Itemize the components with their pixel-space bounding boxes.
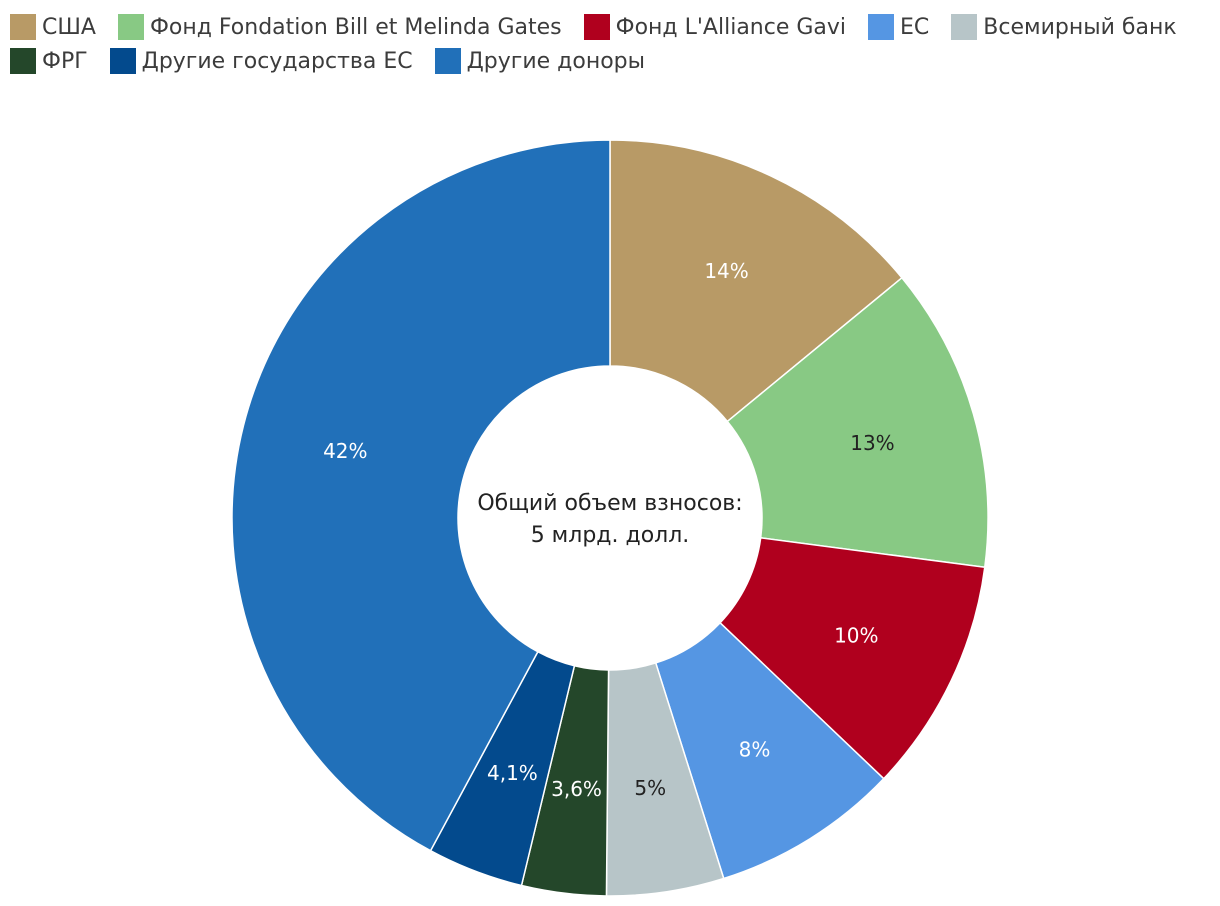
legend-label: Всемирный банк	[983, 14, 1177, 40]
legend-label: Другие государства ЕС	[141, 48, 413, 74]
legend-swatch	[10, 14, 36, 40]
legend-label: Фонд Fondation Bill et Melinda Gates	[149, 14, 562, 40]
slice-labels: 14% 13% 10% 8% 5% 3,6% 4,1% 42%	[323, 259, 895, 801]
donut-slices	[231, 139, 989, 897]
legend-swatch	[868, 14, 895, 40]
center-label-line-1: Общий объем взносов:	[477, 491, 742, 516]
legend-item-other-donors[interactable]: Другие доноры	[434, 48, 645, 74]
slice-0[interactable]	[609, 139, 903, 423]
legend-item-usa[interactable]: США	[10, 14, 96, 40]
legend-label: ЕС	[900, 14, 930, 40]
legend-item-frg[interactable]: ФРГ	[10, 48, 88, 74]
legend-swatch	[583, 14, 610, 40]
legend-label: ФРГ	[42, 48, 88, 74]
slice-7[interactable]	[231, 139, 611, 852]
legend-item-world-bank[interactable]: Всемирный банк	[951, 14, 1177, 40]
legend-swatch	[951, 14, 978, 40]
legend-item-gates[interactable]: Фонд Fondation Bill et Melinda Gates	[117, 14, 562, 40]
legend-label: Фонд L'Alliance Gavi	[615, 14, 847, 40]
legend-swatch	[10, 48, 36, 74]
legend-row-2: ФРГ Другие государства ЕС Другие доноры	[10, 44, 1210, 78]
slice-label-2: 10%	[834, 624, 878, 648]
legend-label: США	[42, 14, 96, 40]
slice-label-6: 4,1%	[487, 761, 538, 785]
center-label-line-2: 5 млрд. долл.	[531, 523, 690, 548]
slice-label-5: 3,6%	[551, 777, 602, 801]
slice-label-7: 42%	[323, 439, 367, 463]
legend: США Фонд Fondation Bill et Melinda Gates…	[10, 10, 1210, 78]
legend-label: Другие доноры	[466, 48, 645, 74]
slice-2[interactable]	[719, 536, 986, 780]
legend-swatch	[117, 14, 144, 40]
slice-label-4: 5%	[634, 776, 666, 800]
slice-label-1: 13%	[850, 431, 894, 455]
slice-1[interactable]	[726, 276, 989, 569]
slice-label-0: 14%	[704, 259, 748, 283]
legend-item-other-eu-states[interactable]: Другие государства ЕС	[109, 48, 413, 74]
legend-row-1: США Фонд Fondation Bill et Melinda Gates…	[10, 10, 1210, 44]
legend-swatch	[109, 48, 136, 74]
legend-item-eu[interactable]: ЕС	[868, 14, 929, 40]
legend-item-gavi[interactable]: Фонд L'Alliance Gavi	[583, 14, 847, 40]
slice-label-3: 8%	[739, 738, 771, 762]
legend-swatch	[434, 48, 461, 74]
